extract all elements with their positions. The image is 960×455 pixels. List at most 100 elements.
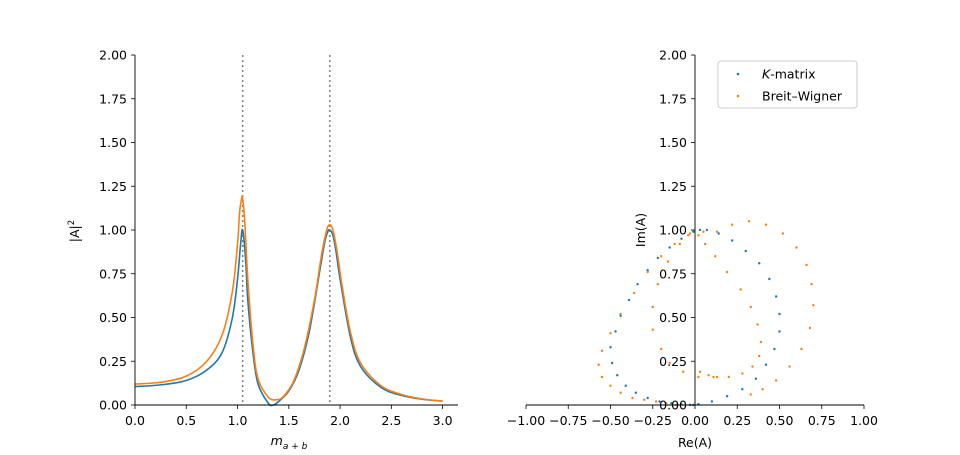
breit-wigner-point <box>805 263 808 267</box>
breit-wigner-point <box>795 246 798 249</box>
kmatrix-point <box>609 346 612 349</box>
left-y-tick-label: 0.25 <box>99 354 127 369</box>
breit-wigner-point <box>643 398 646 401</box>
breit-wigner-point <box>747 220 751 223</box>
breit-wigner-point <box>665 402 668 405</box>
magnitude-chart: 0.0 0.5 1.0 1.5 2.0 2.5 3.0 0.00 0.25 0.50 0.75 1.… <box>67 48 458 452</box>
breit-wigner-magnitude-line <box>134 195 443 402</box>
breit-wigner-point <box>759 340 763 344</box>
left-x-tick-label: 0.0 <box>125 413 145 428</box>
breit-wigner-point <box>715 230 719 233</box>
legend-marker-breit-wigner <box>736 94 740 98</box>
left-x-ticks: 0.0 0.5 1.0 1.5 2.0 2.5 3.0 <box>125 405 453 428</box>
breit-wigner-point <box>810 283 813 286</box>
breit-wigner-point <box>727 375 730 379</box>
left-x-axis-label: ma + b <box>271 433 308 452</box>
breit-wigner-point <box>681 370 685 373</box>
right-x-tick-label: 0.50 <box>766 413 794 428</box>
kmatrix-point <box>741 388 744 391</box>
right-y-tick-label: 1.00 <box>659 223 687 238</box>
kmatrix-point <box>758 262 761 265</box>
breit-wigner-point <box>800 347 803 351</box>
breit-wigner-point <box>707 374 710 377</box>
breit-wigner-point <box>749 393 752 396</box>
breit-wigner-point <box>725 270 729 274</box>
left-x-tick-label: 1.0 <box>228 413 248 428</box>
breit-wigner-points <box>597 220 815 407</box>
breit-wigner-point <box>678 242 681 246</box>
breit-wigner-point <box>730 223 734 226</box>
left-y-tick-label: 1.00 <box>99 223 127 238</box>
kmatrix-point <box>619 314 622 317</box>
kmatrix-point <box>774 295 778 298</box>
breit-wigner-point <box>600 349 604 352</box>
kmatrix-point <box>634 391 638 394</box>
breit-wigner-point <box>660 255 663 258</box>
breit-wigner-point <box>764 223 768 226</box>
right-y-axis-label: Im(A) <box>633 213 648 247</box>
left-y-axis-label-superscript: 2 <box>67 220 77 225</box>
right-x-tick-label: −0.50 <box>591 413 629 428</box>
breit-wigner-point <box>600 375 604 379</box>
right-x-tick-label: −1.00 <box>507 413 545 428</box>
right-y-tick-label: 1.75 <box>659 91 687 106</box>
left-x-tick-label: 2.0 <box>330 413 350 428</box>
left-y-tick-label: 0.75 <box>99 266 127 281</box>
breit-wigner-point <box>697 234 700 237</box>
resonance-lines <box>241 55 331 405</box>
kmatrix-point <box>710 400 714 403</box>
right-x-axis-label: Re(A) <box>678 435 712 450</box>
right-y-tick-label: 1.25 <box>659 179 687 194</box>
kmatrix-magnitude-line <box>134 228 443 407</box>
legend-label-kmatrix-rest: -matrix <box>770 67 815 82</box>
kmatrix-point <box>698 228 702 232</box>
left-x-tick-label: 0.5 <box>176 413 196 428</box>
breit-wigner-point <box>703 242 707 246</box>
right-x-tick-label: 0.00 <box>681 413 709 428</box>
left-y-tick-label: 0.00 <box>99 398 127 413</box>
argand-series <box>597 220 815 407</box>
kmatrix-point <box>668 246 671 249</box>
breit-wigner-point <box>788 365 791 368</box>
left-x-tick-label: 1.5 <box>279 413 299 428</box>
breit-wigner-point <box>751 365 754 368</box>
breit-wigner-point <box>812 304 815 307</box>
right-x-ticks: −1.00 −0.75 −0.50 −0.25 0.00 0.25 0.50 0.75 1.00 <box>507 405 878 428</box>
breit-wigner-point <box>651 305 654 309</box>
breit-wigner-point <box>651 328 654 331</box>
left-y-tick-label: 1.50 <box>99 135 127 150</box>
kmatrix-point <box>680 237 683 240</box>
breit-wigner-point <box>739 288 742 291</box>
breit-wigner-point <box>609 384 612 387</box>
right-x-tick-label: 1.00 <box>850 413 878 428</box>
left-x-tick-label: 2.5 <box>381 413 401 428</box>
left-x-tick-label: 3.0 <box>433 413 453 428</box>
kmatrix-point <box>646 269 649 272</box>
left-y-tick-label: 1.75 <box>99 91 127 106</box>
argand-chart: −1.00 −0.75 −0.50 −0.25 0.00 0.25 0.50 0.75 1.00… <box>507 48 878 451</box>
legend-marker-kmatrix <box>736 72 740 76</box>
breit-wigner-point <box>688 232 692 235</box>
breit-wigner-point <box>673 242 676 246</box>
kmatrix-point <box>658 400 661 403</box>
breit-wigner-point <box>632 291 636 295</box>
breit-wigner-point <box>741 372 744 375</box>
kmatrix-point <box>627 298 631 302</box>
kmatrix-point <box>778 312 781 316</box>
legend-frame <box>717 60 858 109</box>
right-y-tick-label: 0.25 <box>659 354 687 369</box>
kmatrix-point <box>768 277 771 281</box>
breit-wigner-point <box>619 312 622 316</box>
breit-wigner-point <box>715 375 719 379</box>
kmatrix-point <box>636 283 639 286</box>
breit-wigner-point <box>758 354 761 358</box>
kmatrix-point <box>614 330 617 333</box>
breit-wigner-point <box>774 379 778 382</box>
left-y-ticks: 0.00 0.25 0.50 0.75 1.00 1.25 1.50 1.75 2.00 <box>99 48 135 413</box>
breit-wigner-point <box>698 370 702 373</box>
breit-wigner-point <box>702 230 705 233</box>
kmatrix-point <box>744 249 747 253</box>
breit-wigner-point <box>712 375 715 379</box>
kmatrix-point <box>670 402 673 405</box>
right-x-tick-label: 0.25 <box>723 413 751 428</box>
